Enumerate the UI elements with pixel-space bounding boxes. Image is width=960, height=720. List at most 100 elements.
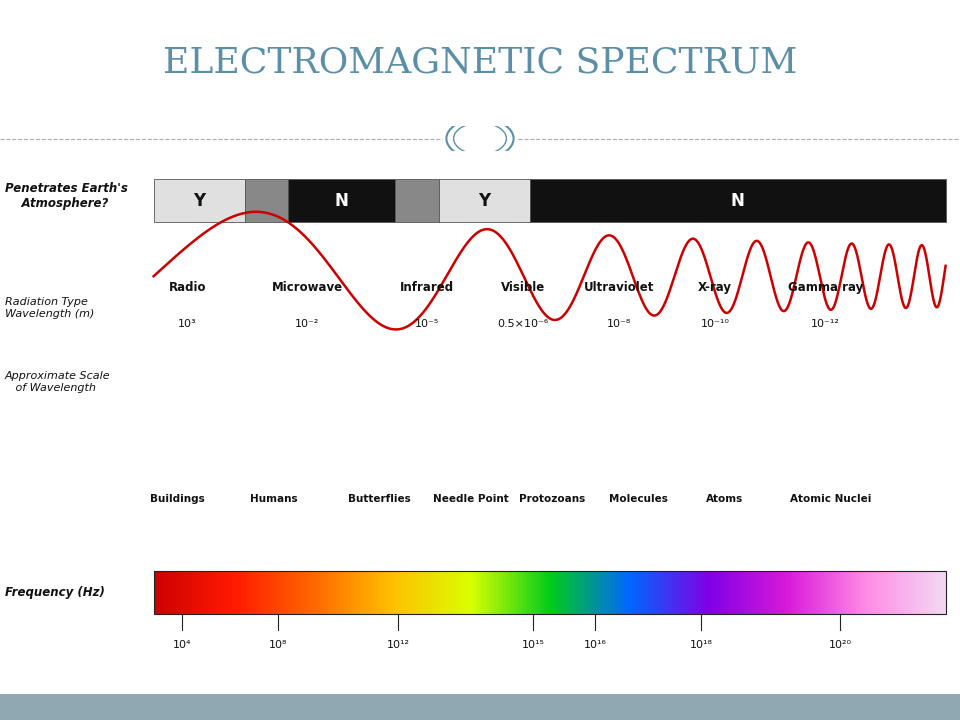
Bar bbox=[760, 571, 762, 614]
Text: 10⁻¹²: 10⁻¹² bbox=[811, 320, 840, 329]
Bar bbox=[708, 571, 709, 614]
Bar bbox=[828, 571, 829, 614]
Bar bbox=[422, 571, 424, 614]
Bar bbox=[460, 571, 462, 614]
Bar bbox=[728, 571, 730, 614]
Bar bbox=[273, 571, 275, 614]
Bar bbox=[316, 571, 318, 614]
Text: Infrared: Infrared bbox=[400, 281, 454, 294]
Text: Visible: Visible bbox=[501, 281, 545, 294]
Text: 10¹⁵: 10¹⁵ bbox=[521, 640, 544, 650]
Bar bbox=[264, 571, 266, 614]
Bar bbox=[899, 571, 900, 614]
Bar bbox=[242, 571, 244, 614]
Bar bbox=[731, 571, 732, 614]
Bar bbox=[399, 571, 401, 614]
Bar bbox=[600, 571, 602, 614]
Bar bbox=[881, 571, 883, 614]
Bar bbox=[667, 571, 669, 614]
Bar bbox=[382, 571, 384, 614]
Bar bbox=[670, 571, 672, 614]
Bar bbox=[482, 571, 484, 614]
Bar bbox=[372, 571, 374, 614]
Bar bbox=[317, 571, 319, 614]
Bar bbox=[735, 571, 737, 614]
Bar bbox=[555, 571, 557, 614]
Bar bbox=[684, 571, 686, 614]
Bar bbox=[862, 571, 864, 614]
Bar bbox=[640, 571, 642, 614]
Bar bbox=[340, 571, 342, 614]
Bar bbox=[783, 571, 785, 614]
Bar bbox=[156, 571, 158, 614]
Bar bbox=[453, 571, 455, 614]
Bar bbox=[380, 571, 382, 614]
Text: 10¹⁶: 10¹⁶ bbox=[584, 640, 607, 650]
Bar bbox=[612, 571, 613, 614]
Bar bbox=[221, 571, 223, 614]
Bar bbox=[232, 571, 234, 614]
Bar bbox=[890, 571, 892, 614]
Bar bbox=[850, 571, 851, 614]
Bar bbox=[341, 571, 343, 614]
Bar bbox=[712, 571, 713, 614]
Text: Humans: Humans bbox=[250, 494, 298, 504]
Text: Approximate Scale
   of Wavelength: Approximate Scale of Wavelength bbox=[5, 372, 110, 393]
Bar bbox=[393, 571, 395, 614]
Bar bbox=[438, 571, 440, 614]
Bar bbox=[730, 571, 731, 614]
Bar bbox=[302, 571, 304, 614]
Bar bbox=[469, 571, 470, 614]
Bar bbox=[537, 571, 539, 614]
Bar bbox=[649, 571, 651, 614]
Bar bbox=[873, 571, 875, 614]
Bar bbox=[195, 571, 196, 614]
Bar bbox=[410, 571, 412, 614]
Bar bbox=[396, 179, 439, 222]
Bar bbox=[645, 571, 646, 614]
Bar bbox=[945, 571, 946, 614]
Text: Ultraviolet: Ultraviolet bbox=[584, 281, 655, 294]
Bar bbox=[845, 571, 847, 614]
Bar bbox=[902, 571, 904, 614]
Bar bbox=[904, 571, 906, 614]
Bar bbox=[304, 571, 306, 614]
Bar bbox=[281, 571, 283, 614]
Bar bbox=[683, 571, 684, 614]
Bar bbox=[911, 571, 913, 614]
Bar bbox=[498, 571, 500, 614]
Bar bbox=[563, 571, 564, 614]
Bar bbox=[370, 571, 372, 614]
Bar bbox=[857, 571, 859, 614]
Bar bbox=[751, 571, 752, 614]
Bar bbox=[171, 571, 173, 614]
Bar bbox=[354, 571, 356, 614]
Bar bbox=[699, 571, 701, 614]
Bar bbox=[556, 571, 558, 614]
Bar bbox=[154, 571, 156, 614]
Bar bbox=[720, 571, 722, 614]
Bar bbox=[642, 571, 644, 614]
Text: Gamma ray: Gamma ray bbox=[788, 281, 863, 294]
Bar bbox=[364, 571, 365, 614]
Bar bbox=[283, 571, 285, 614]
Bar bbox=[812, 571, 814, 614]
Text: Protozoans: Protozoans bbox=[518, 494, 586, 504]
Bar bbox=[271, 571, 273, 614]
Bar bbox=[572, 571, 574, 614]
Bar bbox=[877, 571, 878, 614]
Bar bbox=[252, 571, 253, 614]
Bar bbox=[197, 571, 199, 614]
Bar bbox=[879, 571, 881, 614]
Bar bbox=[867, 571, 868, 614]
Bar bbox=[778, 571, 780, 614]
Bar bbox=[787, 571, 789, 614]
Bar bbox=[309, 571, 311, 614]
Bar bbox=[182, 571, 184, 614]
Bar bbox=[664, 571, 666, 614]
Bar bbox=[900, 571, 902, 614]
Bar bbox=[676, 571, 678, 614]
Bar bbox=[199, 571, 201, 614]
Bar bbox=[929, 571, 931, 614]
Bar bbox=[864, 571, 866, 614]
